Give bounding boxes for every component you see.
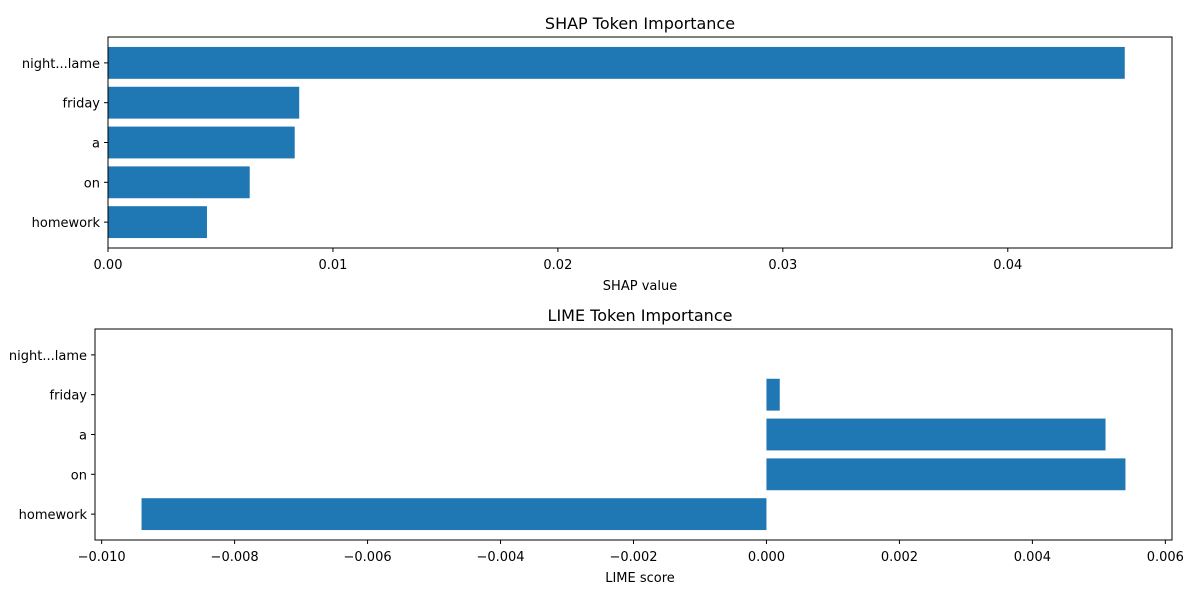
- shap-axes-frame: [107, 36, 1173, 249]
- shap-x-tick-label-2: 0.02: [543, 258, 572, 273]
- shap-y-tick-label-0: night...lame: [22, 57, 100, 72]
- shap-bar-1: [108, 86, 300, 119]
- shap-bar-2: [108, 126, 295, 159]
- lime-x-tick-label-7: 0.004: [1014, 550, 1051, 565]
- lime-x-tick-label-3: −0.004: [476, 550, 524, 565]
- shap-bar-3: [108, 166, 250, 199]
- lime-chart: LIME Token Importance LIME score night..…: [9, 306, 1184, 586]
- lime-x-tick-label-8: 0.006: [1147, 550, 1184, 565]
- lime-x-tick-label-0: −0.010: [78, 550, 126, 565]
- lime-y-tick-label-4: homework: [19, 508, 88, 523]
- lime-y-tick-label-0: night...lame: [9, 349, 87, 364]
- shap-x-tick-label-3: 0.03: [768, 258, 797, 273]
- lime-y-tick-label-2: a: [79, 429, 87, 444]
- lime-bar-3: [766, 458, 1126, 491]
- lime-x-tick-label-5: 0.000: [748, 550, 785, 565]
- lime-bar-4: [141, 498, 767, 531]
- lime-x-tick-label-4: −0.002: [609, 550, 657, 565]
- lime-chart-title: LIME Token Importance: [548, 306, 733, 325]
- lime-x-axis-label: LIME score: [605, 571, 675, 586]
- lime-x-tick-label-2: −0.006: [344, 550, 392, 565]
- lime-bar-1: [766, 378, 780, 411]
- shap-chart: SHAP Token Importance SHAP value night..…: [22, 14, 1173, 294]
- shap-x-tick-label-4: 0.04: [993, 258, 1022, 273]
- shap-y-tick-label-4: homework: [32, 216, 101, 231]
- lime-x-tick-label-1: −0.008: [211, 550, 259, 565]
- shap-bar-0: [108, 46, 1125, 79]
- shap-x-tick-label-0: 0.00: [94, 258, 123, 273]
- shap-chart-title: SHAP Token Importance: [545, 14, 735, 33]
- shap-y-tick-label-3: on: [84, 176, 100, 191]
- shap-x-axis-label: SHAP value: [603, 279, 677, 294]
- lime-y-tick-label-1: friday: [50, 389, 88, 404]
- shap-y-tick-label-2: a: [92, 137, 100, 152]
- shap-y-tick-label-1: friday: [63, 97, 101, 112]
- lime-x-tick-label-6: 0.002: [881, 550, 918, 565]
- lime-bar-2: [766, 418, 1106, 451]
- shap-x-tick-label-1: 0.01: [318, 258, 347, 273]
- shap-bar-4: [108, 206, 207, 239]
- lime-y-tick-label-3: on: [71, 468, 87, 483]
